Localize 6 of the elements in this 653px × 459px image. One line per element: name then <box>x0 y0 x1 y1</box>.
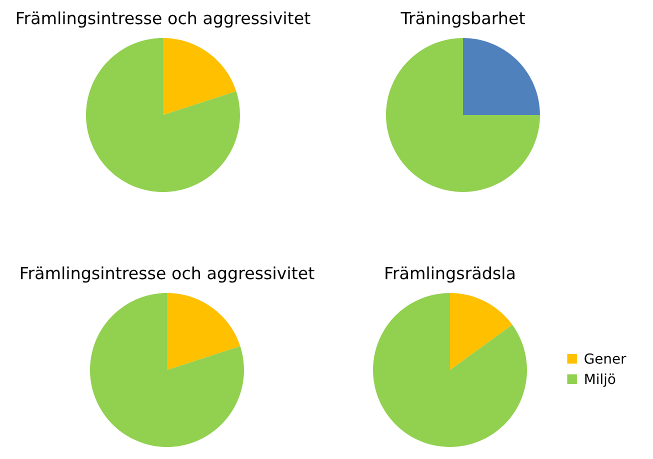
legend-label: Gener <box>584 353 626 364</box>
chart-title: Främlingsintresse och aggressivitet <box>20 266 314 283</box>
legend-label: Miljö <box>585 373 616 387</box>
chart-title: Främlingsrädsla <box>386 266 514 283</box>
chart-title: Främlingsintresse och aggressivitet <box>16 11 310 28</box>
chart-title: Träningsbarhet <box>400 11 525 28</box>
